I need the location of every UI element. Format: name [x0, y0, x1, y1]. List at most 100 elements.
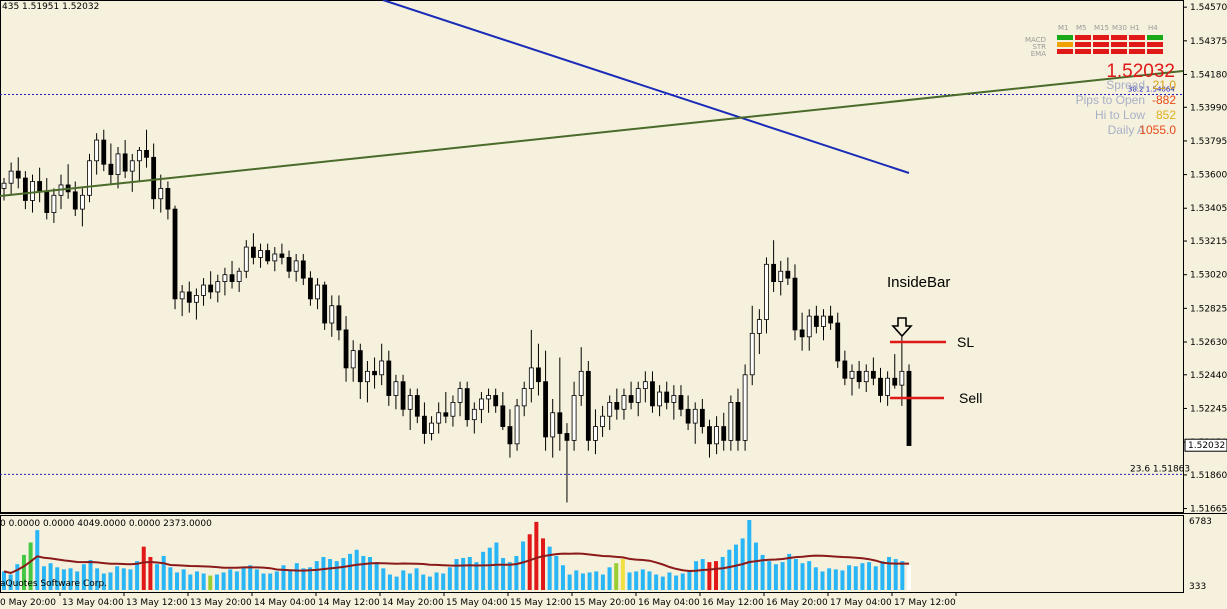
candle: [642, 371, 648, 403]
volume-bar: [261, 573, 266, 590]
mtf-signal-cell: [1075, 42, 1091, 47]
candle: [58, 174, 64, 210]
volume-bar: [2, 571, 6, 590]
volume-bar: [148, 556, 153, 590]
volume-bar: [707, 562, 712, 590]
volume-moving-average: [3, 552, 909, 575]
candle-body: [493, 395, 499, 407]
candle-body: [293, 260, 299, 272]
candle-body: [892, 377, 898, 386]
mtf-signal-cell: [1147, 35, 1163, 40]
current-price-label: 1.52032: [1188, 441, 1225, 451]
candle-body: [44, 191, 50, 213]
mtf-signal-cell: [1093, 35, 1109, 40]
volume-bar: [321, 556, 326, 590]
candle-body: [585, 370, 591, 441]
candle: [607, 395, 613, 431]
candle: [37, 167, 43, 203]
time-axis: 0 May 20:00 13 May 04:00 13 May 12:00 13 Ma…: [0, 592, 957, 608]
volume-bar: [614, 563, 619, 590]
candle: [400, 374, 406, 417]
candle: [742, 364, 748, 451]
candle-body: [450, 402, 456, 417]
trendlines[interactable]: [0, 0, 1184, 197]
volume-bar: [900, 561, 905, 590]
candle-body: [870, 370, 876, 379]
mtf-signal-cell: [1093, 49, 1109, 54]
candle: [293, 253, 299, 282]
candle-body: [906, 370, 912, 446]
volume-bar: [401, 570, 406, 590]
mtf-stat-label: Hi to Low: [1095, 108, 1145, 122]
volume-bar: [840, 570, 845, 590]
candle: [550, 398, 556, 458]
insidebar-label: InsideBar: [887, 274, 950, 291]
candle: [564, 423, 570, 503]
price-tick-label: 1.51860: [1190, 471, 1227, 481]
candle: [208, 271, 214, 299]
volume-bar: [807, 561, 812, 590]
candle: [1, 178, 7, 201]
candle-body: [308, 277, 313, 300]
candle: [792, 264, 798, 341]
current-price-tag: 1.52032: [1184, 438, 1227, 452]
time-tick-label: 16 May 04:00: [638, 598, 700, 608]
candle-body: [222, 274, 228, 282]
candle: [536, 343, 541, 396]
volume-bar: [733, 544, 738, 590]
candle: [514, 398, 520, 451]
time-tick-label: 17 May 04:00: [830, 598, 892, 608]
candle: [671, 385, 677, 420]
mtf-signal-cell: [1147, 49, 1163, 54]
candle: [486, 388, 491, 413]
candle-body: [400, 381, 406, 410]
candle: [129, 153, 135, 192]
volume-bar: [541, 538, 546, 590]
volume-bar: [208, 575, 213, 590]
candle-body: [108, 163, 114, 175]
mtf-signal-cell: [1147, 42, 1163, 47]
volume-bar: [521, 541, 526, 590]
candle: [493, 388, 499, 413]
candle-body: [821, 315, 826, 327]
volume-bar: [161, 555, 166, 590]
trendline-blue[interactable]: [382, 0, 910, 174]
candle-body: [714, 426, 719, 445]
candle: [179, 285, 185, 317]
volume-bar: [487, 547, 492, 590]
main-chart-frame: [0, 0, 1184, 513]
candle: [721, 412, 727, 451]
candle-body: [236, 270, 242, 282]
volume-bar: [101, 573, 106, 590]
candle-body: [365, 370, 370, 383]
candle-body: [642, 381, 648, 389]
mtf-stat-value: 21.0: [1153, 78, 1177, 92]
candle: [507, 409, 513, 458]
trendline-green[interactable]: [0, 70, 1184, 197]
volume-bar: [341, 558, 346, 590]
mtf-price: 1.52032: [1106, 61, 1175, 82]
candle-body: [194, 295, 199, 303]
candle: [122, 140, 128, 179]
volume-bar: [654, 574, 659, 590]
candle-body: [600, 415, 605, 427]
candle: [229, 260, 235, 289]
candle: [885, 371, 891, 406]
volume-bar: [600, 574, 605, 590]
candle: [685, 395, 691, 431]
price-tick-label: 1.53020: [1190, 271, 1227, 281]
candle: [863, 364, 869, 393]
fib-upper-label: 38.2 1.54064: [1128, 86, 1175, 94]
volume-bar: [234, 571, 239, 590]
volume-bar: [214, 574, 219, 590]
candle-body: [707, 426, 712, 445]
candle: [657, 385, 662, 417]
candle-body: [685, 408, 691, 424]
volume-bar: [441, 573, 446, 590]
candle-body: [635, 388, 641, 403]
candle-body: [813, 315, 819, 327]
candle-body: [507, 426, 513, 445]
candle-body: [79, 194, 85, 210]
